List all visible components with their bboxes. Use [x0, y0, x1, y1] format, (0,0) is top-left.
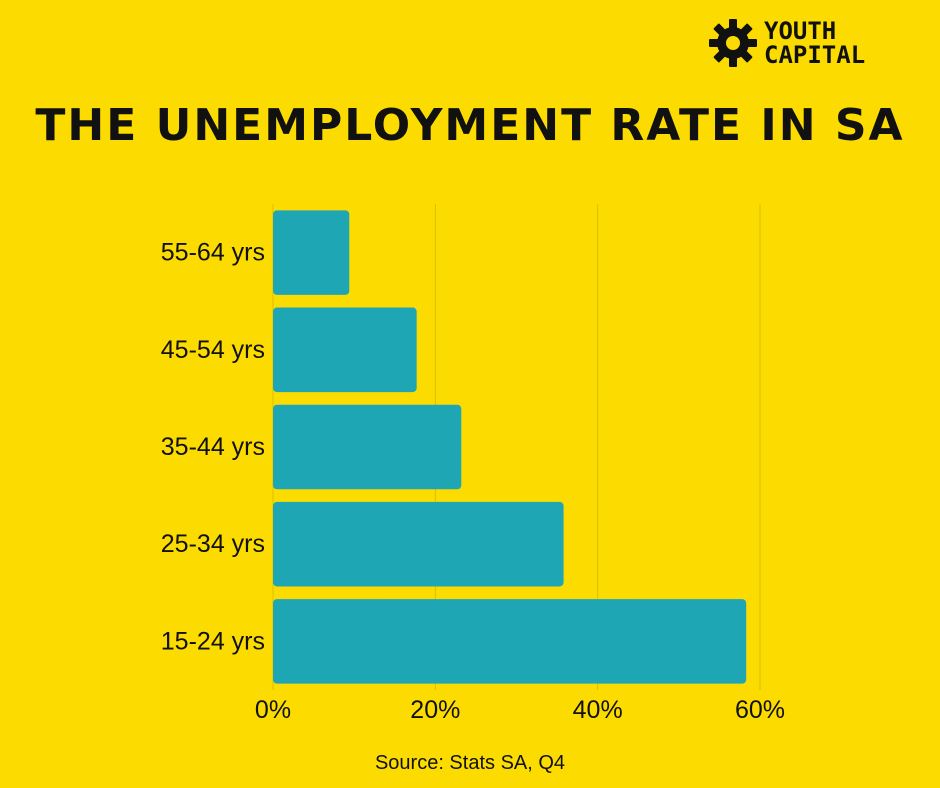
category-label: 35-44 yrs	[161, 433, 265, 461]
gear-icon	[709, 19, 757, 67]
x-tick-label: 20%	[410, 696, 460, 724]
bar-chart: 55-64 yrs 45-54 yrs 35-44 yrs 25-34 yrs 15-2…	[161, 204, 785, 724]
x-tick-label: 40%	[573, 696, 623, 724]
bar	[273, 307, 417, 393]
x-tick-label: 0%	[255, 696, 291, 724]
source-note: Source: Stats SA, Q4	[374, 752, 566, 774]
logo-text-line2: CAPITAL	[764, 41, 866, 69]
category-label: 55-64 yrs	[161, 239, 265, 267]
bar	[273, 404, 462, 490]
bar	[273, 210, 350, 295]
category-label: 25-34 yrs	[161, 530, 265, 558]
category-label: 45-54 yrs	[161, 336, 265, 364]
logo-text-line1: YOUTH	[764, 17, 837, 45]
bar	[273, 501, 564, 587]
logo: YOUTH CAPITAL	[708, 18, 865, 68]
bar	[273, 599, 747, 684]
category-label: 15-24 yrs	[161, 627, 265, 655]
chart-title: THE UNEMPLOYMENT RATE IN SA	[35, 100, 905, 151]
x-tick-label: 60%	[735, 696, 785, 724]
